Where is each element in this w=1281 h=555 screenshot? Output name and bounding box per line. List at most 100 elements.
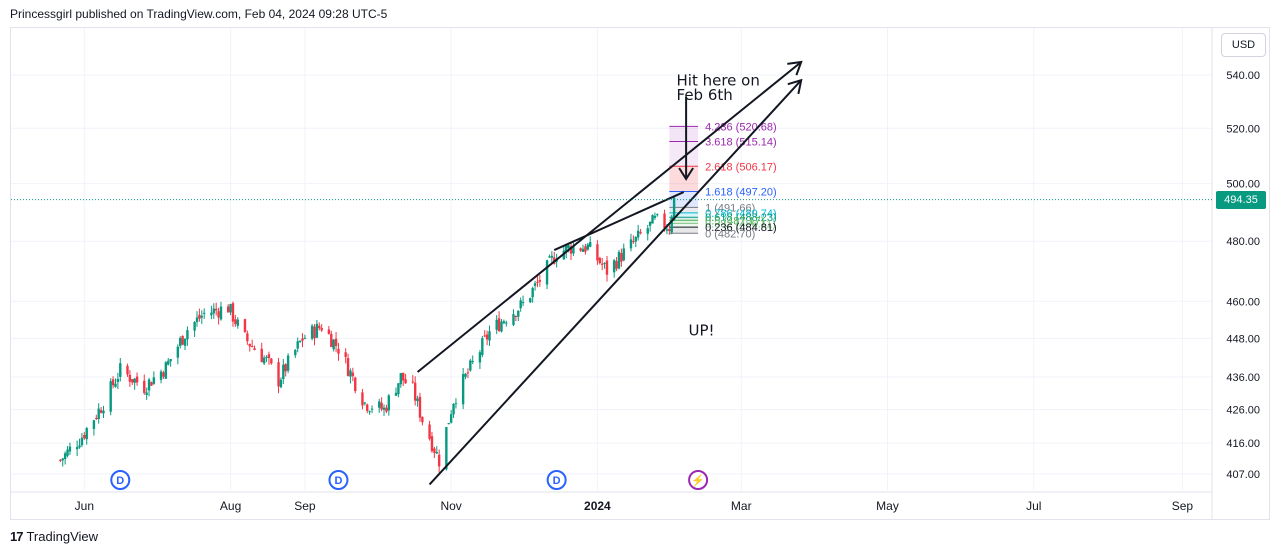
time-tick-label: Sep xyxy=(1172,499,1194,513)
candle-body xyxy=(605,260,609,275)
candle-body xyxy=(250,346,254,348)
candle-body xyxy=(632,241,635,243)
candle-body xyxy=(231,303,235,322)
candle-body xyxy=(495,319,498,330)
candle-body xyxy=(634,236,637,242)
price-tick-label: 436.00 xyxy=(1226,372,1260,384)
annotation-text: UP! xyxy=(689,321,715,339)
candle-body xyxy=(665,229,669,231)
candle-body xyxy=(183,338,187,346)
candle-body xyxy=(92,420,96,429)
candle-body xyxy=(531,288,534,298)
time-tick-label: 2024 xyxy=(584,499,611,513)
candle-body xyxy=(85,428,88,440)
candle-body xyxy=(181,335,184,345)
tradingview-logo[interactable]: 17 TradingView xyxy=(10,529,98,544)
candle-body xyxy=(545,260,549,285)
candle-body xyxy=(505,322,508,324)
candle-body xyxy=(430,436,434,452)
candle-body xyxy=(435,452,438,454)
event-marker-label: ⚡ xyxy=(691,474,705,487)
candle-body xyxy=(488,331,491,341)
candle-body xyxy=(433,448,436,453)
price-tick-label: 407.00 xyxy=(1226,469,1260,481)
candle-body xyxy=(363,402,367,404)
candle-body xyxy=(164,362,168,379)
candle-body xyxy=(203,312,206,314)
candle-body xyxy=(617,251,621,269)
candle-body xyxy=(346,358,350,376)
candle-body xyxy=(648,221,652,226)
candle-body xyxy=(315,323,319,338)
candle-body xyxy=(286,355,290,371)
candle-body xyxy=(277,362,280,387)
mid-channel-line xyxy=(553,191,685,251)
earnings-event-icon xyxy=(688,470,709,490)
candle-body xyxy=(452,403,455,415)
event-marker-label: D xyxy=(334,475,342,487)
candle-body xyxy=(147,379,151,391)
candle-body xyxy=(533,283,537,286)
candle-body xyxy=(298,340,302,342)
fib-level-label: 0.236 (484.81) xyxy=(705,222,777,234)
fib-level-label: 0.786 (489.74) xyxy=(705,208,777,220)
candle-body xyxy=(236,319,239,326)
candle-body xyxy=(111,379,115,386)
candle-body xyxy=(78,445,81,448)
candle-body xyxy=(217,311,220,318)
publisher-line: Princessgirl published on TradingView.co… xyxy=(10,7,388,21)
candle-body xyxy=(131,379,134,383)
candle-body xyxy=(380,402,383,410)
candle-body xyxy=(646,228,649,234)
tradingview-mark-icon: 17 xyxy=(10,529,24,544)
candle-body xyxy=(538,280,542,282)
candle-body xyxy=(581,248,585,252)
candle-body xyxy=(672,197,676,220)
candle-body xyxy=(128,374,132,382)
candle-body xyxy=(368,411,371,413)
candle-body xyxy=(75,447,79,450)
candle-body xyxy=(572,246,575,254)
candle-body xyxy=(481,338,484,356)
candle-body xyxy=(449,414,453,423)
price-tick-label: 540.00 xyxy=(1226,70,1260,82)
fib-band xyxy=(669,166,699,192)
currency-button[interactable]: USD xyxy=(1221,33,1266,57)
candle-body xyxy=(337,348,340,354)
candle-body xyxy=(212,308,215,314)
fib-level-label: 3.618 (515.14) xyxy=(705,137,777,149)
price-axis: 540.00 520.00 500.00 480.00 460.00 448.00 436.… xyxy=(1211,28,1260,520)
candle-body xyxy=(162,372,165,377)
candle-body xyxy=(344,352,347,357)
candle-body xyxy=(126,365,129,375)
fib-level-label: 2.618 (506.17) xyxy=(705,161,777,173)
dividend-event-icon xyxy=(110,470,131,490)
candle-body xyxy=(461,374,465,405)
fib-band xyxy=(669,141,699,167)
candlesticks xyxy=(59,197,676,473)
candle-body xyxy=(565,245,568,253)
chart-frame[interactable] xyxy=(10,27,1270,520)
candle-body xyxy=(612,260,616,273)
candle-body xyxy=(284,364,287,372)
time-tick-label: Sep xyxy=(294,499,316,513)
candle-body xyxy=(354,377,357,392)
candle-body xyxy=(186,330,189,340)
time-tick-label: Aug xyxy=(220,499,241,513)
price-tick-label: 500.00 xyxy=(1226,179,1260,191)
candle-body xyxy=(485,334,489,340)
candle-body xyxy=(399,373,402,385)
arrows xyxy=(678,60,803,181)
candle-body xyxy=(502,321,506,324)
candle-body xyxy=(349,370,352,377)
candle-body xyxy=(167,360,170,365)
candle-body xyxy=(133,378,136,383)
candle-body xyxy=(466,372,470,374)
candle-body xyxy=(500,321,503,332)
candle-body xyxy=(636,230,640,238)
candle-body xyxy=(114,383,117,387)
candle-body xyxy=(521,302,525,304)
candle-body xyxy=(193,321,196,331)
